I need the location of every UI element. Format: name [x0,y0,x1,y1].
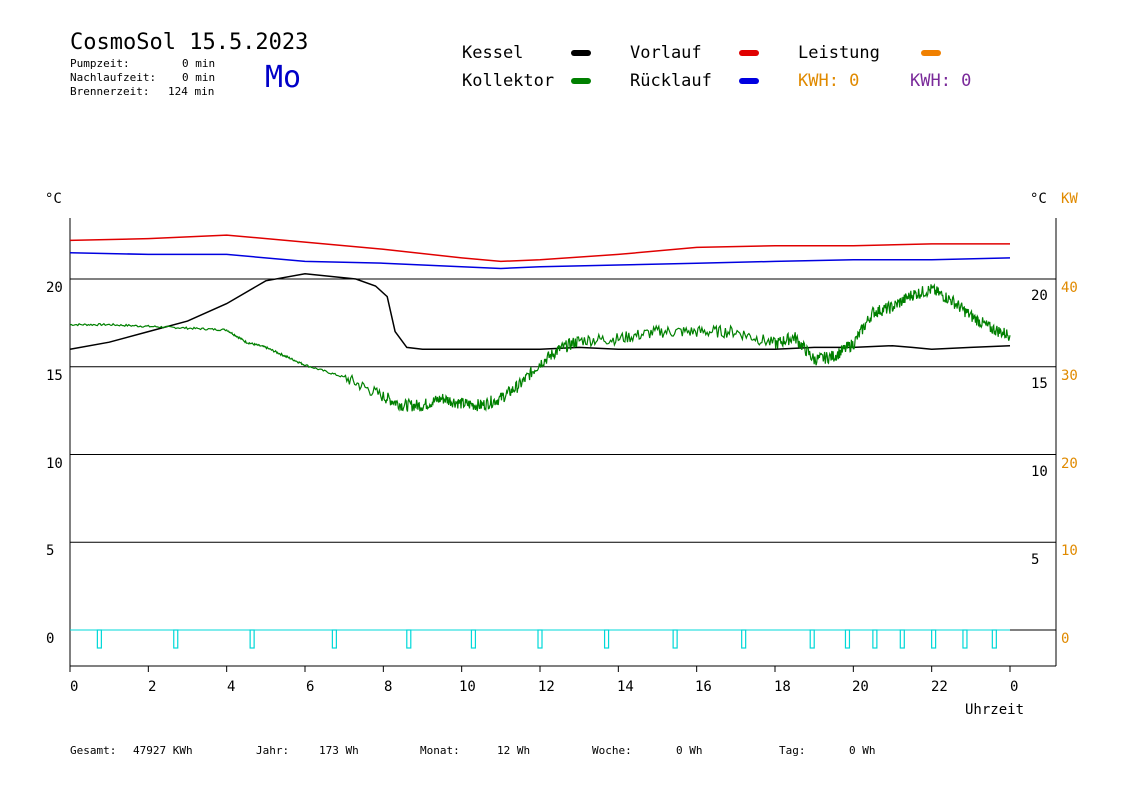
left-axis-unit: °C [45,191,62,207]
series-line-kollektor [69,283,1011,412]
left-tick-label: 10 [46,456,63,472]
footer-woche-value: 0 Wh [676,744,703,757]
pump-pulse [844,629,851,649]
footer-tag-value: 0 Wh [849,744,876,757]
right-tick-label: 15 [1031,376,1048,392]
pump-pulse [872,629,878,649]
pump-pulse [899,629,905,649]
x-tick-label: 8 [384,679,393,695]
footer-woche-label: Woche: [592,744,632,757]
kw-axis-unit: KW [1061,191,1078,207]
legend-ruecklauf-swatch [739,78,759,84]
x-tick-label: 12 [538,679,555,695]
x-tick-label: 14 [617,679,634,695]
pump-pulse [931,629,937,649]
left-tick-label: 0 [46,631,55,647]
left-tick-label: 20 [46,280,63,296]
footer-jahr-label: Jahr: [256,744,290,757]
pump-pulse [406,629,412,649]
right-tick-label: 20 [1031,288,1048,304]
stat-nachlaufzeit-value: 0 min [182,71,216,84]
x-tick-label: 0 [70,679,79,695]
series-line-vorlauf [69,234,1010,263]
stat-pumpzeit-label: Pumpzeit: [70,57,130,70]
legend-kwh-purple: KWH: 0 [910,71,972,91]
stat-brennerzeit-label: Brennerzeit: [70,85,150,98]
stat-brennerzeit-value: 124 min [168,85,215,98]
footer-monat-value: 12 Wh [497,744,531,757]
legend-vorlauf-label: Vorlauf [630,43,702,63]
legend-kessel-swatch [571,50,591,56]
stat-nachlaufzeit-label: Nachlaufzeit: [70,71,157,84]
pump-pulse [991,629,997,649]
pump-pulse [96,629,102,649]
pump-pulse [962,629,968,649]
x-tick-label: 18 [774,679,791,695]
x-tick-label: 6 [306,679,315,695]
pump-pulse [173,629,179,649]
x-tick-label: 4 [227,679,236,695]
legend-ruecklauf-label: Rücklauf [630,71,712,91]
x-tick-label: 2 [148,679,157,695]
legend-kwh-orange: KWH: 0 [798,71,860,91]
weekday-label: Mo [265,60,302,95]
x-tick-label: 10 [459,679,476,695]
footer-gesamt-value: 47927 KWh [133,744,193,757]
stat-pumpzeit-value: 0 min [182,57,216,70]
legend-kessel-label: Kessel [462,43,524,63]
footer-jahr-value: 173 Wh [319,744,359,757]
series-line-ruecklauf [69,251,1011,270]
x-tick-label: 0 [1010,679,1019,695]
pump-pulse [809,629,815,649]
legend-vorlauf-swatch [739,50,759,56]
right-axis-unit: °C [1030,191,1047,207]
footer-tag-label: Tag: [779,744,806,757]
x-tick-label: 16 [695,679,712,695]
pump-pulse [470,629,477,649]
right-tick-label: 10 [1031,464,1048,480]
pump-pulse [331,629,337,649]
legend-leistung-label: Leistung [798,43,880,63]
left-tick-label: 15 [46,368,63,384]
series-line-kessel [69,272,1011,350]
legend-leistung-swatch [921,50,941,56]
kw-tick-label: 30 [1061,368,1078,384]
pump-pulse [672,629,678,649]
kw-tick-label: 20 [1061,456,1078,472]
pump-pulse [741,629,747,649]
kw-tick-label: 0 [1061,631,1070,647]
legend-kollektor-label: Kollektor [462,71,555,91]
x-axis-label: Uhrzeit [965,702,1025,718]
chart-title: CosmoSol 15.5.2023 [70,30,309,55]
pump-pulse [249,629,255,649]
x-tick-label: 20 [852,679,869,695]
kw-tick-label: 10 [1061,543,1078,559]
footer-monat-label: Monat: [420,744,460,757]
legend-kollektor-swatch [571,78,591,84]
pump-pulse [537,629,543,649]
x-tick-label: 22 [931,679,948,695]
pump-pulse [603,629,610,649]
kw-tick-label: 40 [1061,280,1078,296]
footer-gesamt-label: Gesamt: [70,744,117,757]
right-tick-label: 5 [1031,552,1040,568]
left-tick-label: 5 [46,543,55,559]
